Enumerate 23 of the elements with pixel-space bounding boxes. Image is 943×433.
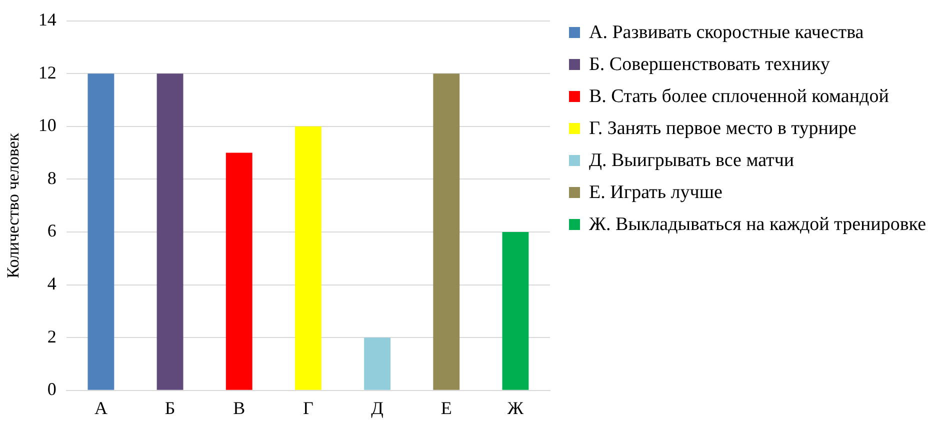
legend-label: В. Стать более сплоченной командой bbox=[589, 86, 889, 108]
x-tick-label: В bbox=[233, 398, 246, 418]
legend-label: Е. Играть лучше bbox=[589, 182, 722, 204]
x-tick-label: Е bbox=[440, 398, 452, 418]
x-tick-label: А bbox=[94, 398, 108, 418]
y-axis-title: Количество человек bbox=[4, 132, 23, 278]
x-tick-label: Б bbox=[164, 398, 176, 418]
legend-label: Б. Совершенствовать технику bbox=[589, 54, 830, 76]
legend-label: Г. Занять первое место в турнире bbox=[589, 118, 856, 140]
x-tick-label: Г bbox=[302, 398, 314, 418]
x-tick-label: Ж bbox=[507, 398, 524, 418]
y-tick-label: 4 bbox=[47, 274, 56, 294]
y-tick-label: 6 bbox=[47, 220, 56, 241]
y-tick-label: 0 bbox=[47, 379, 56, 400]
legend-label: Ж. Выкладываться на каждой тренировке bbox=[589, 214, 926, 236]
y-tick-label: 8 bbox=[47, 168, 56, 188]
y-tick-label: 14 bbox=[38, 10, 56, 30]
y-tick-label: 12 bbox=[38, 62, 56, 82]
y-tick-label: 10 bbox=[38, 115, 56, 136]
x-tick-label: Д bbox=[371, 398, 384, 418]
legend-label: А. Развивать скоростные качества bbox=[589, 22, 864, 44]
y-tick-label: 2 bbox=[47, 326, 56, 346]
legend-label: Д. Выигрывать все матчи bbox=[589, 150, 794, 172]
